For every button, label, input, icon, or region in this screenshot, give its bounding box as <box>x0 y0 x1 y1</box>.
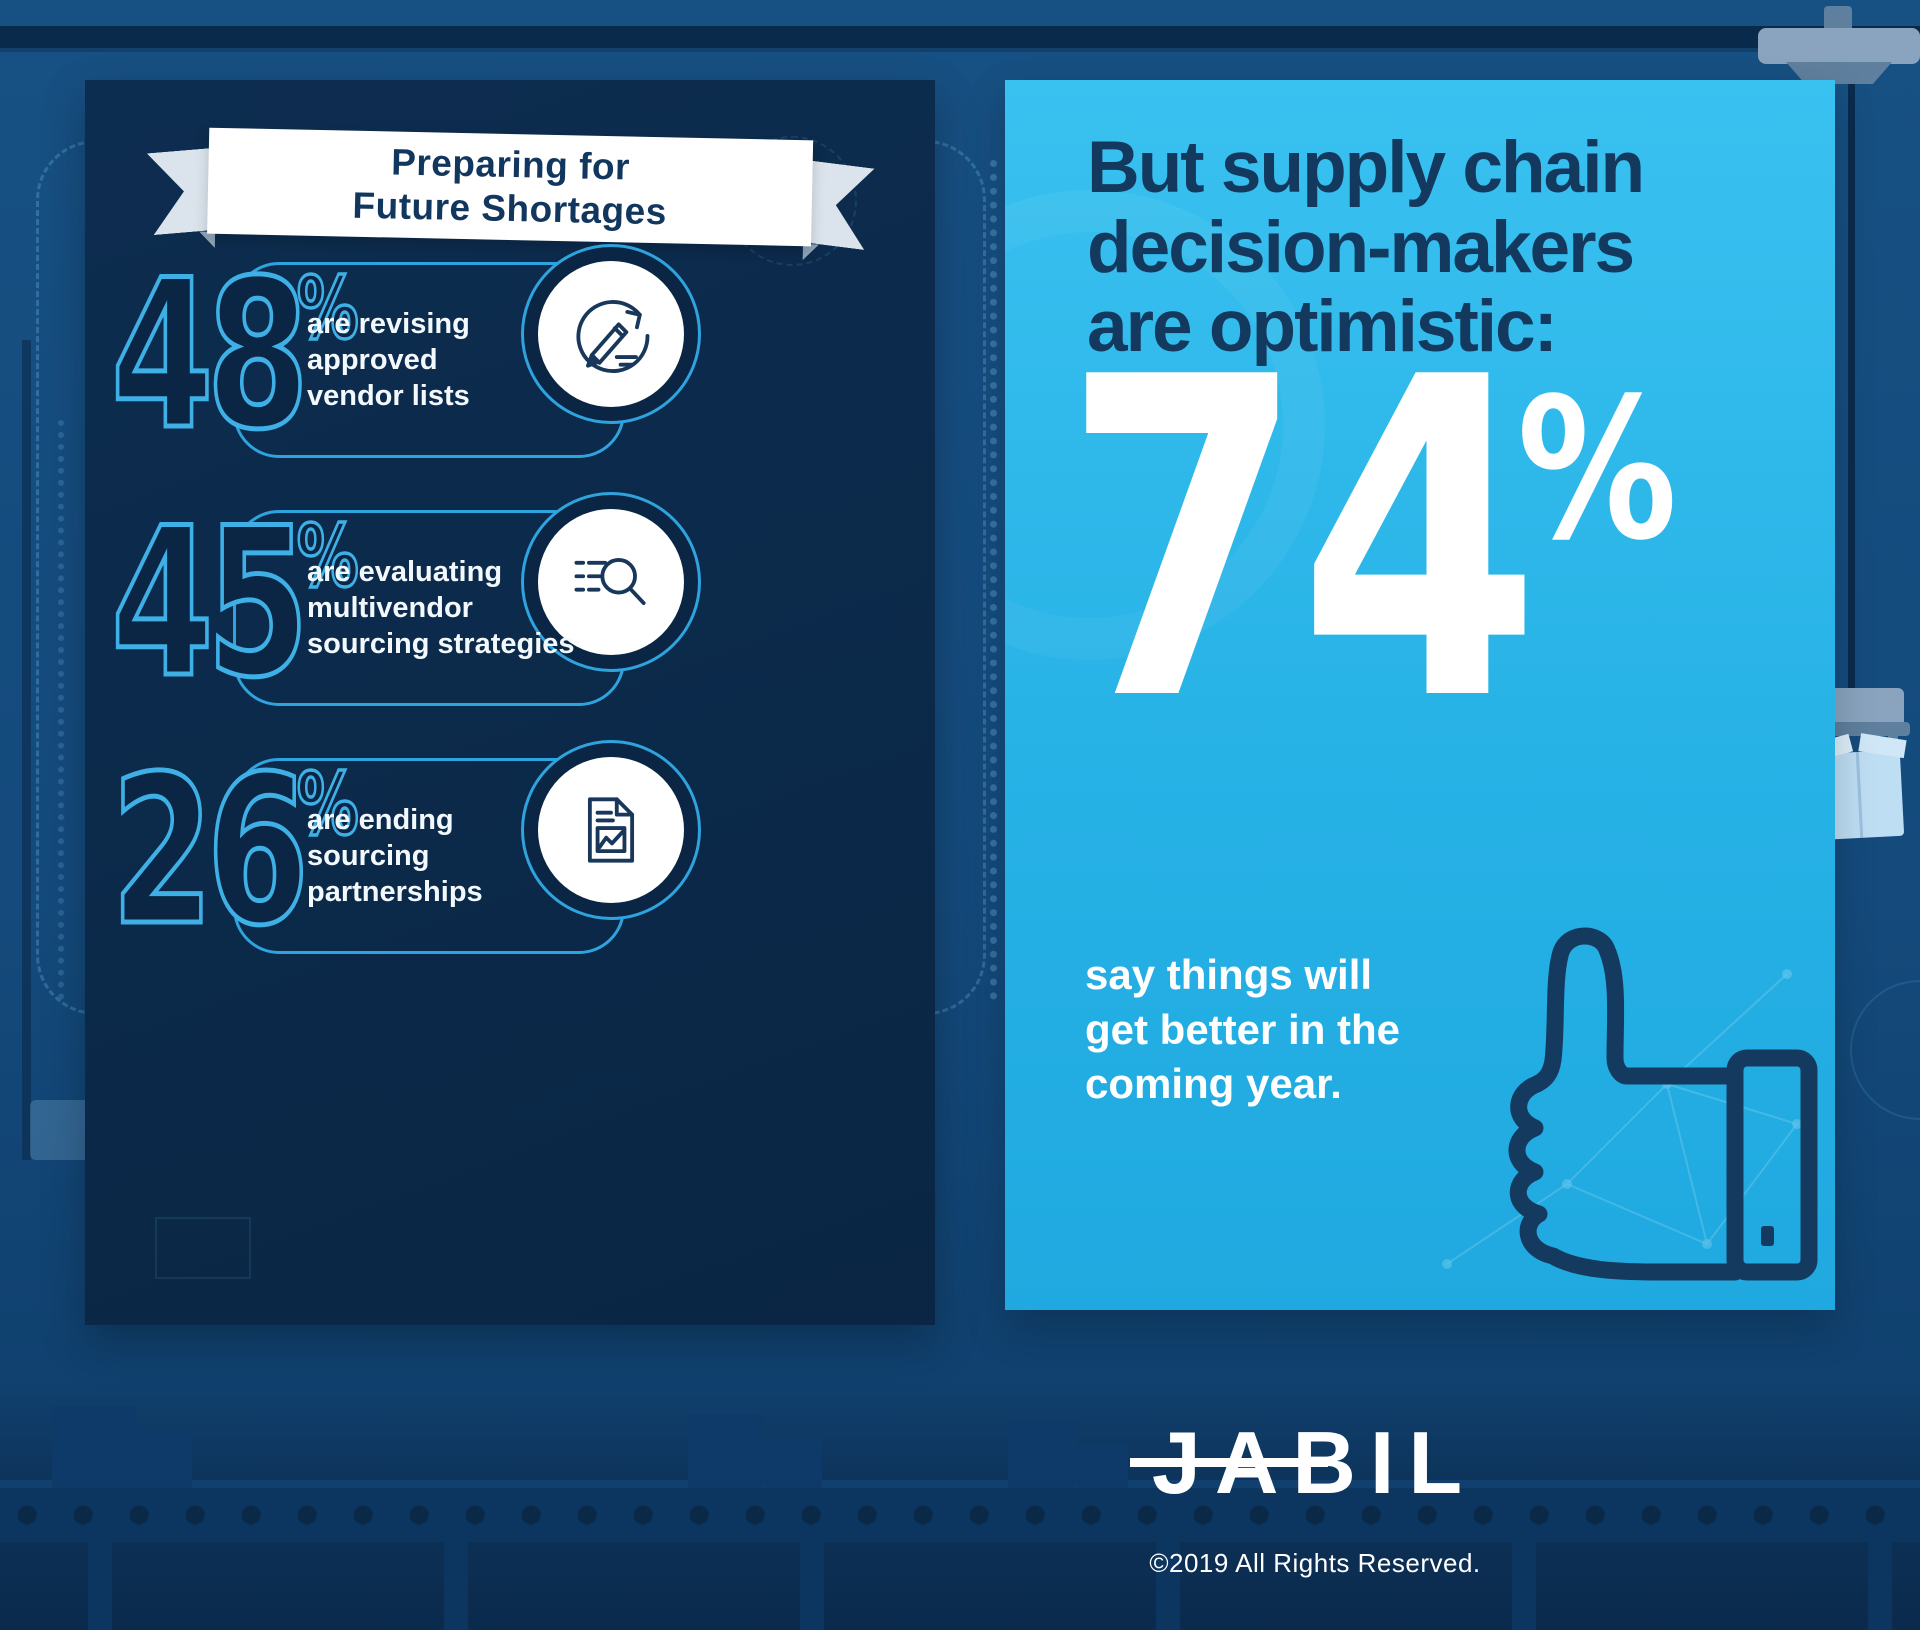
thumbs-up-icon <box>1508 927 1818 1281</box>
stat-label-line: vendor lists <box>307 380 470 413</box>
conveyor-leg <box>444 1542 468 1630</box>
stat-row-ending-partnerships: 26 % are ending sourcing partnerships <box>85 740 935 973</box>
stat-label-line: partnerships <box>307 876 483 909</box>
big-stat-value: 74 <box>1063 285 1540 797</box>
stat-label-line: sourcing strategies <box>307 628 575 661</box>
dotted-line-decoration <box>58 420 64 1000</box>
stat-label: are ending sourcing partnerships <box>307 758 607 954</box>
stat-label-line: sourcing <box>307 839 430 872</box>
stat-icon-circle-inner <box>538 509 684 655</box>
conveyor-box <box>136 1430 192 1488</box>
ribbon-title-line2: Future Shortages <box>352 184 668 233</box>
conveyor-box <box>1008 1420 1076 1488</box>
stat-icon-circle-inner <box>538 757 684 903</box>
ribbon-title: Preparing for Future Shortages <box>207 127 814 247</box>
conveyor-leg <box>1868 1542 1892 1630</box>
percent-sign: % <box>297 268 359 359</box>
network-mesh-decoration <box>1442 969 1802 1269</box>
conveyor-rail <box>0 1480 1920 1488</box>
headline-line: are optimistic: <box>1087 286 1558 368</box>
stat-value: 45 <box>111 516 302 723</box>
headline-line: decision-makers <box>1087 206 1635 288</box>
subtext-line: coming year. <box>1085 1060 1342 1108</box>
conveyor-box <box>1076 1444 1128 1488</box>
stat-icon-circle <box>521 244 701 424</box>
hoist-prong <box>1888 732 1898 760</box>
subtext-line: get better in the <box>1085 1005 1401 1053</box>
panel-edge-decoration <box>30 1100 92 1160</box>
conveyor-leg <box>800 1542 824 1630</box>
crane-rail <box>0 26 1920 48</box>
conveyor-leg <box>1156 1542 1180 1630</box>
stat-label: are revising approved vendor lists <box>307 262 607 458</box>
card-subtext: say things will get better in the coming… <box>1085 948 1400 1112</box>
box-flap <box>1858 733 1907 759</box>
jabil-logo: JABIL <box>1128 1412 1500 1514</box>
ribbon-fold <box>198 231 216 248</box>
pipe-decoration <box>22 340 31 1160</box>
ribbon-title-line1: Preparing for <box>390 141 631 188</box>
revision-pencil-icon <box>576 300 650 373</box>
magnifier-list-icon <box>574 558 646 606</box>
conveyor-box <box>688 1414 764 1488</box>
subtext-line: say things will <box>1085 951 1373 998</box>
stat-number: 45 % <box>111 516 360 725</box>
conveyor-box <box>52 1406 136 1488</box>
circuit-square-decoration <box>155 1217 251 1279</box>
left-panel: 9995 Preparing for Future Shortages <box>85 80 935 1325</box>
stat-label-line: are revising <box>307 307 470 340</box>
stat-icon-circle <box>521 740 701 920</box>
stat-row-revising-vendor-lists: 48 % are revising approved vendor lists <box>85 244 935 477</box>
crane-cable <box>1848 48 1855 698</box>
conveyor-leg <box>1512 1542 1536 1630</box>
dotted-line-decoration <box>990 160 997 1000</box>
stat-label-line: are evaluating <box>307 555 503 588</box>
headline-line: But supply chain <box>1087 127 1645 208</box>
big-stat-percent-sign: % <box>1517 356 1678 583</box>
stat-label-line: are ending <box>307 803 454 836</box>
card-headline: But supply chain decision-makers are opt… <box>1087 127 1645 368</box>
stat-number: 48 % <box>111 268 360 477</box>
stat-label: are evaluating multivendor sourcing stra… <box>307 510 607 706</box>
percent-sign: % <box>297 764 359 855</box>
conveyor-belt <box>0 1488 1920 1542</box>
conveyor-box <box>764 1438 822 1488</box>
circuit-circle-decoration <box>1850 980 1920 1120</box>
copyright-text: ©2019 All Rights Reserved. <box>1149 1548 1481 1578</box>
stat-value: 26 <box>111 764 302 971</box>
stat-number: 26 % <box>111 764 360 973</box>
optimism-card: But supply chain decision-makers are opt… <box>1005 80 1835 1310</box>
jabil-logo-crossbar <box>1130 1458 1328 1467</box>
document-chart-icon <box>587 797 635 863</box>
stat-icon-circle <box>521 492 701 672</box>
stat-label-line: multivendor <box>307 591 473 624</box>
stat-label-line: approved <box>307 343 438 376</box>
stat-row-multivendor-sourcing: 45 % are evaluating multivendor sourcing… <box>85 492 935 725</box>
percent-sign: % <box>297 516 359 607</box>
stat-value: 48 <box>111 268 302 475</box>
box-seam <box>1855 751 1864 838</box>
stat-icon-circle-inner <box>538 261 684 407</box>
conveyor-leg <box>88 1542 112 1630</box>
